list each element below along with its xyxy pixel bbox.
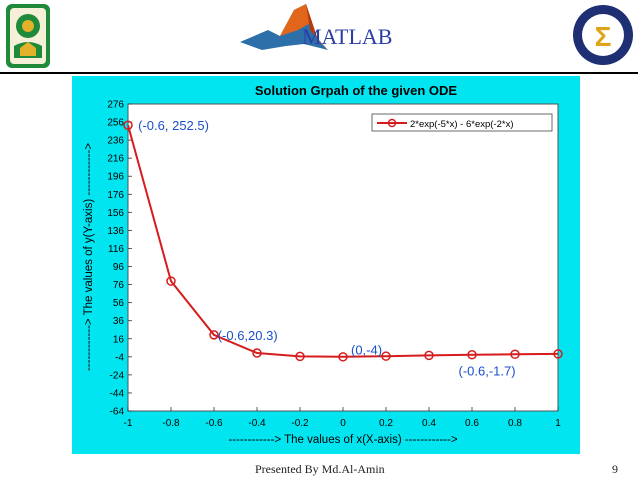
data-annotation: (0,-4) — [351, 343, 382, 358]
data-point-marker — [467, 350, 477, 360]
y-tick-label: 196 — [107, 172, 124, 183]
legend: 2*exp(-5*x) - 6*exp(-2*x) — [371, 113, 553, 132]
legend-marker — [387, 118, 397, 128]
y-tick-label: -24 — [110, 370, 125, 381]
plot-area — [127, 103, 559, 412]
y-tick-label: 96 — [113, 262, 125, 273]
y-tick-label: -64 — [110, 407, 125, 418]
matlab-logo — [240, 0, 410, 62]
data-annotation: (-0.6, 252.5) — [138, 118, 209, 133]
chart-title: Solution Grpah of the given ODE — [255, 83, 458, 98]
presenter-credit: Presented By Md.Al-Amin — [255, 462, 385, 476]
legend-box — [371, 113, 553, 132]
x-tick-label: -0.2 — [291, 418, 309, 429]
x-tick-label: 0.6 — [465, 418, 479, 429]
data-annotation: (-0.6,20.3) — [218, 328, 278, 343]
y-tick-label: -4 — [115, 352, 124, 363]
x-tick-label: 0.4 — [422, 418, 436, 429]
y-tick-label: 36 — [113, 316, 125, 327]
data-point-marker — [424, 350, 434, 361]
y-tick-label: 16 — [113, 334, 125, 345]
data-point-marker — [338, 352, 348, 362]
y-tick-label: 256 — [107, 118, 124, 129]
y-tick-label: 156 — [107, 208, 124, 219]
y-axis-label: ------------> The values of y(Y-axis) --… — [83, 143, 95, 371]
university-crest-logo — [4, 2, 52, 70]
series-line — [127, 124, 559, 358]
data-point-marker — [166, 276, 176, 286]
x-tick-label: -0.8 — [162, 418, 180, 429]
data-point-marker — [381, 351, 391, 361]
y-tick-label: 276 — [107, 100, 124, 111]
y-tick-label: 136 — [107, 226, 124, 237]
y-tick-label: 76 — [113, 280, 125, 291]
x-tick-label: -1 — [124, 418, 133, 429]
y-tick-label: 176 — [107, 190, 124, 201]
y-tick-label: 116 — [108, 244, 124, 255]
figure-panel: Solution Grpah of the given ODE -64 -44 -2… — [72, 76, 580, 454]
legend-label: 2*exp(-5*x) - 6*exp(-2*x) — [410, 119, 513, 130]
y-tick-label: 236 — [107, 136, 124, 147]
x-tick-label: 0 — [340, 418, 346, 429]
header-divider — [0, 72, 638, 74]
chart-svg: Solution Grpah of the given ODE -64 -44 -2… — [83, 83, 563, 446]
y-tick-label: -44 — [110, 388, 125, 399]
data-point-marker — [252, 348, 262, 358]
sigma-symbol: Σ — [595, 21, 612, 52]
data-point-marker — [209, 330, 219, 340]
x-tick-label: 0.8 — [508, 418, 522, 429]
data-point-marker — [553, 349, 563, 359]
page-number: 9 — [612, 462, 618, 476]
mathematics-discipline-logo: Σ — [572, 2, 634, 68]
matlab-label: MATLAB — [302, 24, 393, 49]
y-tick-label: 56 — [113, 298, 125, 309]
data-point-marker — [295, 351, 305, 362]
x-axis-label: ------------> The values of x(X-axis) --… — [228, 434, 457, 446]
data-annotation: (-0.6,-1.7) — [459, 363, 516, 378]
x-tick-label: -0.4 — [248, 418, 266, 429]
data-point-marker — [123, 120, 133, 130]
x-tick-label: -0.6 — [205, 418, 223, 429]
y-tick-label: 216 — [107, 154, 124, 165]
x-tick-label: 0.2 — [379, 418, 393, 429]
data-point-marker — [510, 349, 520, 360]
x-tick-label: 1 — [555, 418, 561, 429]
